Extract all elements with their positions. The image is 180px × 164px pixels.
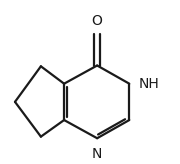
Text: N: N bbox=[92, 147, 102, 161]
Text: NH: NH bbox=[139, 77, 160, 91]
Text: O: O bbox=[92, 14, 103, 28]
